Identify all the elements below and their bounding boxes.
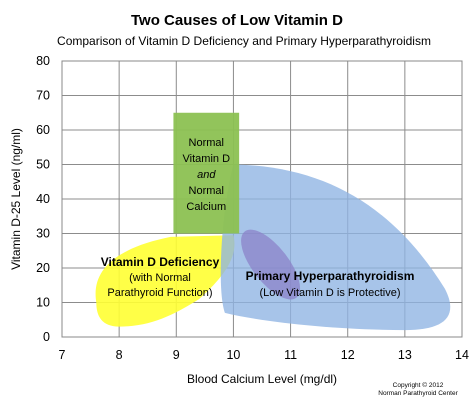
normal-region-label: and [197,169,216,181]
x-tick-label: 11 [284,348,297,362]
hyperpara-label: (Low Vitamin D is Protective) [259,287,400,299]
x-tick-label: 9 [173,348,180,362]
normal-region-label: Vitamin D [183,153,231,165]
y-tick-label: 80 [36,54,50,68]
region-overlap [241,229,301,300]
region-vitamin-d-deficiency [95,235,235,327]
y-tick-label: 20 [36,261,50,275]
y-tick-label: 50 [36,158,50,172]
y-tick-label: 70 [36,89,50,103]
y-tick-label: 60 [36,123,50,137]
normal-region-label: Calcium [186,201,226,213]
x-tick-label: 8 [116,348,123,362]
tick-labels: 7 8 9 10 11 12 13 14 0 10 20 30 40 50 60 70 80 [36,54,469,362]
deficiency-title: Vitamin D Deficiency [101,255,220,269]
y-tick-label: 30 [36,227,50,241]
x-tick-label: 10 [226,348,240,362]
deficiency-label: (with Normal [129,272,191,284]
y-tick-label: 0 [43,330,50,344]
x-tick-label: 12 [341,348,355,362]
region-normal [173,112,240,234]
x-tick-label: 13 [398,348,412,362]
normal-region-label: Normal [189,185,224,197]
chart-subtitle: Comparison of Vitamin D Deficiency and P… [57,34,431,48]
region-labels: Normal Vitamin D and Normal Calcium Vitamin D… [101,137,415,299]
regions [95,112,451,331]
normal-region-label: Normal [189,137,224,149]
y-tick-label: 10 [36,296,50,310]
x-tick-label: 14 [455,348,469,362]
y-tick-label: 40 [36,192,50,206]
hyperpara-title: Primary Hyperparathyroidism [246,269,415,283]
copyright-line-1: Copyright © 2012 [393,381,444,389]
chart-title: Two Causes of Low Vitamin D [131,12,343,29]
copyright-line-2: Norman Parathyroid Center [378,390,458,397]
x-axis-label: Blood Calcium Level (mg/dl) [187,372,337,386]
plot-area-border [61,60,463,338]
x-tick-label: 7 [59,348,66,362]
y-axis-label: Vitamin D-25 Level (ng/ml) [9,128,23,270]
deficiency-label: Parathyroid Function) [107,287,212,299]
